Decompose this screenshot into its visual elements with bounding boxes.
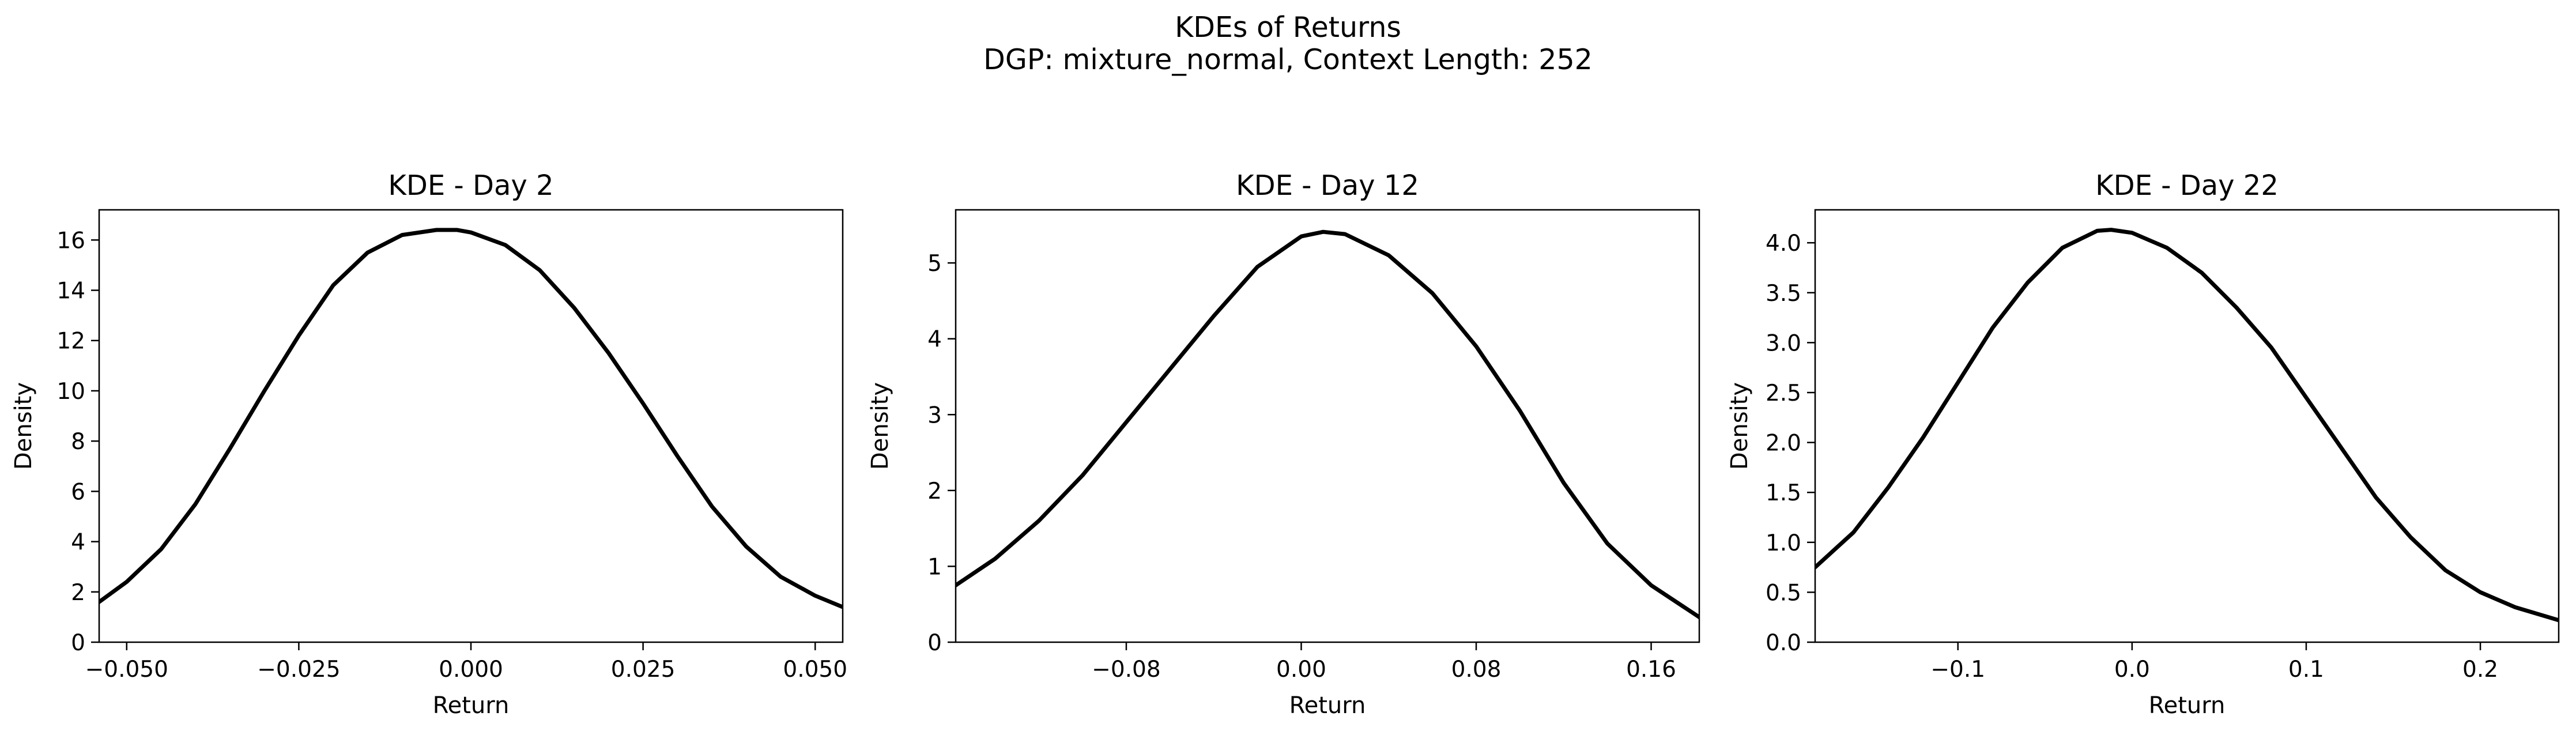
panel-3-axes-frame bbox=[1814, 209, 2560, 643]
panel-3-y-tick-label: 1.0 bbox=[1766, 530, 1801, 556]
panel-3-x-tick-label: −0.1 bbox=[1930, 657, 1985, 683]
panel-1-x-tick-label: −0.050 bbox=[85, 657, 168, 683]
panel-3-y-tick-label: 0.0 bbox=[1766, 630, 1801, 656]
panel-3-title: KDE - Day 22 bbox=[2095, 169, 2279, 202]
panel-3-y-tick-label: 1.5 bbox=[1766, 480, 1801, 506]
panel-2-x-tick-label: 0.00 bbox=[1276, 657, 1326, 683]
panel-3-y-tick-label: 3.5 bbox=[1766, 281, 1801, 307]
panel-1-y-tick-label: 12 bbox=[56, 329, 85, 355]
panel-2-x-axis-label: Return bbox=[1289, 692, 1366, 719]
panel-1-y-tick-label: 6 bbox=[71, 479, 85, 505]
panel-2-y-tick-label: 4 bbox=[927, 327, 942, 353]
panel-1-axes-frame bbox=[98, 209, 844, 643]
panel-2-kde-line-1 bbox=[956, 229, 1699, 620]
panel-2-y-axis-label: Density bbox=[867, 382, 893, 470]
panel-2-title: KDE - Day 12 bbox=[1236, 169, 1419, 202]
figure-subtitle: DGP: mixture_normal, Context Length: 252 bbox=[983, 43, 1593, 76]
panel-1-x-tick-label: 0.050 bbox=[783, 657, 847, 683]
panel-1-y-tick-label: 14 bbox=[56, 278, 85, 304]
panel-1-y-tick-label: 4 bbox=[71, 530, 85, 556]
panel-2-y-tick-label: 1 bbox=[927, 554, 942, 580]
panel-1-y-tick-label: 0 bbox=[71, 630, 85, 656]
panel-1-y-tick-label: 2 bbox=[71, 580, 85, 606]
panel-1-y-tick-label: 16 bbox=[56, 228, 85, 254]
panel-1-y-axis-label: Density bbox=[10, 382, 37, 470]
panel-3-kde-line-1 bbox=[1815, 228, 2559, 623]
panel-2-y-tick-label: 0 bbox=[927, 630, 942, 656]
panel-1-title: KDE - Day 2 bbox=[388, 169, 553, 202]
figure-title: KDEs of Returns bbox=[1175, 11, 1401, 44]
panel-3-x-tick-label: 0.2 bbox=[2462, 657, 2498, 683]
panel-1-kde-line-1 bbox=[99, 228, 843, 609]
panel-3-y-tick-label: 2.0 bbox=[1766, 431, 1801, 457]
panel-3-x-tick-label: 0.0 bbox=[2114, 657, 2150, 683]
panel-2-axes-frame bbox=[955, 209, 1700, 643]
panel-1-y-tick-label: 10 bbox=[56, 379, 85, 405]
panel-3-x-axis-label: Return bbox=[2149, 692, 2226, 719]
panel-2-y-tick-label: 2 bbox=[927, 478, 942, 504]
panel-2-y-tick-label: 3 bbox=[927, 402, 942, 428]
panel-3-x-tick-label: 0.1 bbox=[2288, 657, 2324, 683]
panel-1-x-tick-label: 0.025 bbox=[611, 657, 676, 683]
panel-3-y-tick-label: 0.5 bbox=[1766, 580, 1801, 606]
panel-3-y-tick-label: 3.0 bbox=[1766, 330, 1801, 356]
panel-2-x-tick-label: 0.08 bbox=[1451, 657, 1502, 683]
panel-2-y-tick-label: 5 bbox=[927, 251, 942, 277]
panel-3-y-axis-label: Density bbox=[1726, 382, 1753, 470]
panel-1-y-tick-label: 8 bbox=[71, 429, 85, 455]
panel-1-x-tick-label: 0.000 bbox=[439, 657, 503, 683]
panel-2-x-tick-label: −0.08 bbox=[1092, 657, 1161, 683]
panel-1-x-axis-label: Return bbox=[433, 692, 510, 719]
panel-3-y-tick-label: 4.0 bbox=[1766, 231, 1801, 257]
panel-2-x-tick-label: 0.16 bbox=[1626, 657, 1676, 683]
panel-1-x-tick-label: −0.025 bbox=[257, 657, 340, 683]
panel-3-y-tick-label: 2.5 bbox=[1766, 380, 1801, 406]
